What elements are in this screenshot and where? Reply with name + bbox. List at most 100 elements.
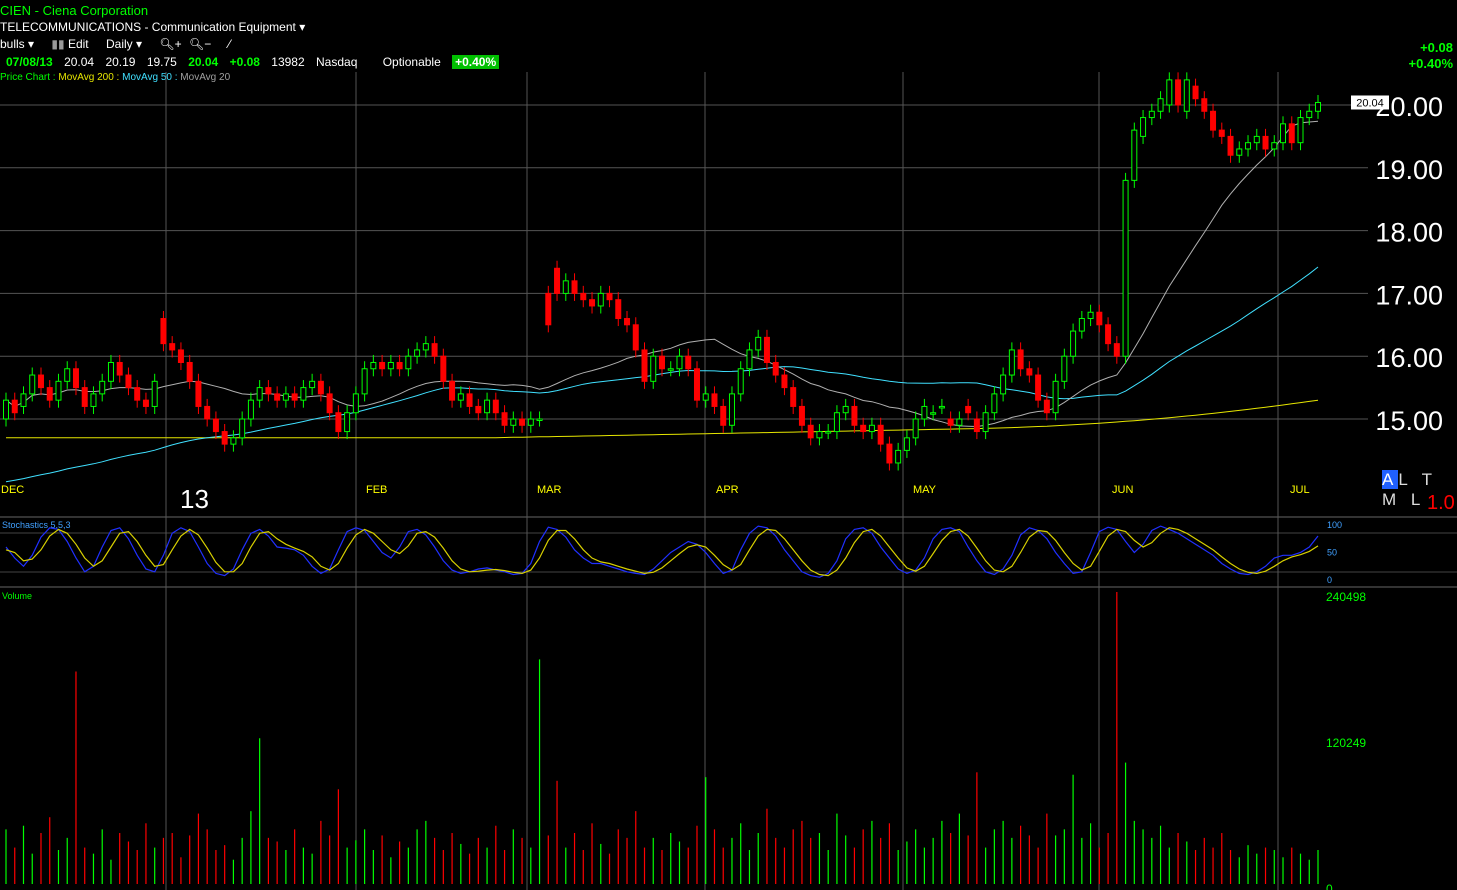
candle-body: [1253, 135, 1260, 144]
legend-ma200[interactable]: MovAvg 200 :: [58, 72, 120, 83]
volume-title: Volume: [2, 591, 32, 601]
candle-body: [711, 393, 718, 407]
legend-price-chart[interactable]: Price Chart :: [0, 72, 56, 83]
candle-body: [1262, 135, 1269, 150]
quote-volume: 13982: [271, 55, 305, 69]
interval-dropdown[interactable]: Daily ▾: [105, 37, 143, 51]
candle-body: [317, 380, 324, 395]
candle-body: [204, 405, 211, 420]
candle-body: [256, 387, 263, 401]
candle-body: [536, 418, 543, 421]
edit-button[interactable]: ▮▮ Edit: [51, 37, 88, 51]
volume-tick-label: 120249: [1326, 736, 1366, 750]
candle-body: [991, 393, 998, 414]
candle-body: [1245, 142, 1252, 150]
candle-body: [55, 380, 62, 401]
candle-body: [667, 368, 674, 371]
chart-grid: [0, 72, 1457, 890]
candle-body: [46, 387, 53, 401]
candle-body: [763, 336, 770, 363]
last-price-label: 20.04: [1356, 97, 1384, 109]
month-axis: DEC FEB MAR APR MAY JUN JUL 13: [1, 484, 1310, 514]
candle-body: [982, 412, 989, 433]
candle-body: [221, 431, 228, 445]
candle-body: [554, 267, 561, 294]
candle-body: [956, 418, 963, 426]
candle-body: [755, 336, 762, 351]
candle-body: [1052, 380, 1059, 414]
candle-body: [746, 349, 753, 370]
sector-dropdown-icon[interactable]: ▾: [299, 20, 306, 34]
timeframe-selector[interactable]: AL T M L: [1382, 470, 1457, 510]
candle-body: [20, 393, 27, 407]
sector-row[interactable]: TELECOMMUNICATIONS - Communication Equip…: [0, 20, 305, 34]
timeframe-others[interactable]: L T M L: [1382, 470, 1437, 509]
percent-change-badge: +0.40%: [452, 55, 500, 69]
price-tick-label: 15.00: [1375, 406, 1443, 436]
stoch-title: Stochastics 5,5,3: [2, 520, 71, 530]
candle-body: [291, 393, 298, 401]
candle-body: [562, 280, 569, 294]
zoom-out-icon[interactable]: 🔍︎−: [188, 37, 212, 51]
candle-body: [151, 380, 158, 407]
timeframe-selected[interactable]: A: [1382, 470, 1399, 489]
candle-body: [64, 368, 71, 382]
candle-body: [1140, 117, 1147, 137]
candle-body: [597, 292, 604, 307]
candle-body: [169, 343, 176, 351]
candle-body: [37, 374, 44, 389]
candle-body: [1008, 349, 1015, 376]
edit-label: Edit: [67, 37, 89, 51]
percent-right: +0.40%: [1408, 56, 1453, 71]
candle-body: [1210, 110, 1217, 131]
legend-ma50[interactable]: MovAvg 50 :: [122, 72, 178, 83]
optionable-label: Optionable: [382, 55, 441, 69]
last-price-box: [1351, 95, 1389, 110]
price-candles: [3, 72, 1321, 471]
candle-body: [1078, 318, 1085, 332]
stoch-line-%K: [5, 525, 1319, 578]
month-label: FEB: [366, 484, 387, 496]
volume-panel: Volume 240498 120249 0: [2, 590, 1366, 890]
legend-ma20[interactable]: MovAvg 20: [180, 72, 231, 83]
volume-tick-label: 0: [1326, 882, 1333, 890]
candle-body: [352, 393, 359, 414]
candle-body: [379, 361, 386, 370]
month-label: JUN: [1112, 484, 1133, 496]
candle-body: [606, 292, 613, 301]
month-label: MAY: [913, 484, 937, 496]
candle-body: [492, 399, 499, 414]
candle-body: [886, 443, 893, 464]
candle-body: [1070, 330, 1077, 357]
quote-low: 19.75: [146, 55, 177, 69]
candle-body: [1035, 374, 1042, 401]
candle-body: [527, 418, 534, 426]
draw-tool-icon[interactable]: ⁄: [228, 37, 231, 51]
candle-body: [1017, 349, 1024, 370]
candle-body: [877, 424, 884, 445]
candle-body: [589, 299, 596, 307]
candle-body: [142, 399, 149, 407]
candle-body: [300, 387, 307, 401]
candle-body: [72, 368, 79, 389]
candle-body: [1271, 142, 1278, 150]
candle-body: [772, 361, 779, 376]
candle-body: [1306, 110, 1313, 119]
candle-body: [807, 424, 814, 439]
candle-body: [387, 361, 394, 370]
watchlist-dropdown[interactable]: bulls ▾: [0, 37, 35, 51]
symbol-title[interactable]: CIEN - Ciena Corporation: [0, 3, 149, 18]
zoom-in-icon[interactable]: 🔍︎+: [159, 37, 182, 51]
candle-body: [309, 380, 316, 389]
month-label: MAR: [537, 484, 562, 496]
candle-body: [510, 418, 517, 426]
month-label: APR: [716, 484, 739, 496]
candle-body: [851, 405, 858, 426]
quote-row: 07/08/13 20.04 20.19 19.75 20.04 +0.08 1…: [0, 55, 500, 69]
candle-body: [475, 405, 482, 414]
bar-chart-icon: ▮▮: [51, 37, 65, 51]
candle-body: [1218, 129, 1225, 137]
candle-body: [632, 324, 639, 351]
quote-change: +0.08: [229, 55, 260, 69]
